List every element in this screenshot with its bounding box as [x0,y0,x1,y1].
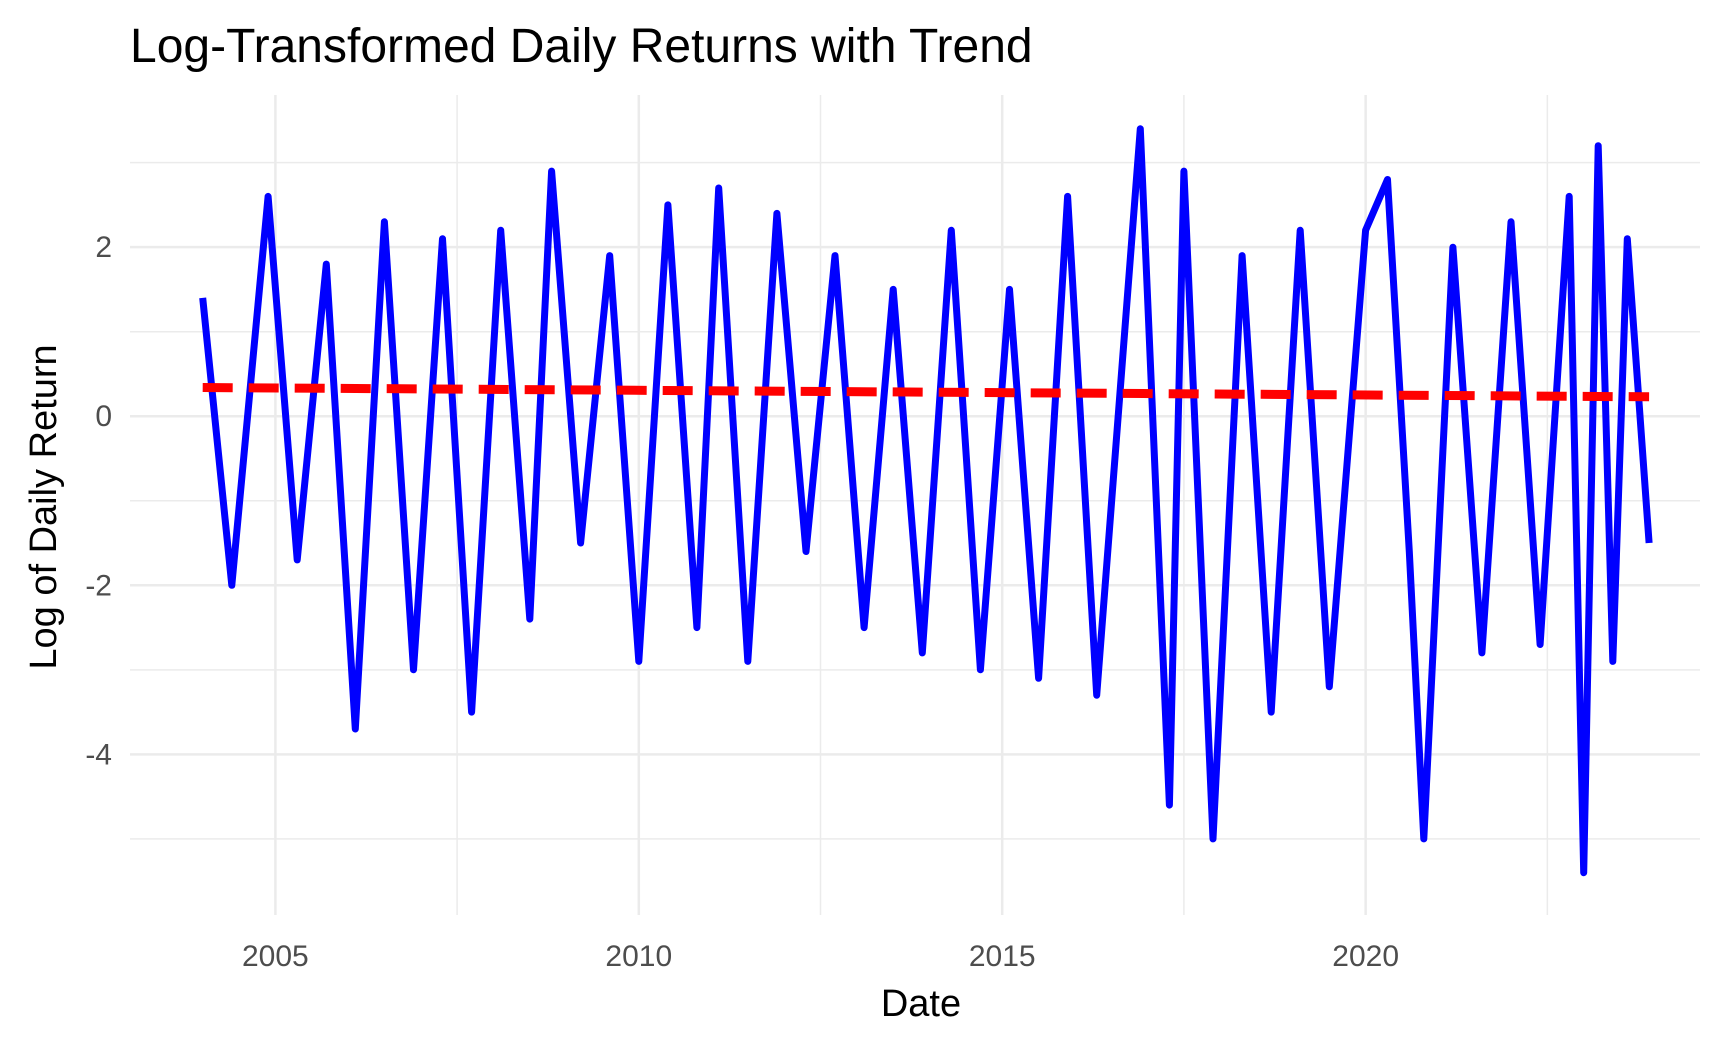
x-tick-label: 2005 [242,940,309,973]
y-tick-label: 2 [95,231,112,264]
x-tick-label: 2010 [605,940,672,973]
x-tick-labels: 2005 2010 2015 2020 [242,940,1399,973]
y-tick-labels: -4 -2 0 2 [85,231,112,771]
y-tick-label: -4 [85,738,112,771]
series-layer [199,125,1653,877]
trend-line [202,383,1650,402]
x-axis-title: Date [881,983,961,1025]
y-tick-label: -2 [85,569,112,602]
chart-title: Log-Transformed Daily Returns with Trend [130,20,1033,73]
y-axis-title: Log of Daily Return [23,344,65,669]
returns-line [199,125,1653,877]
x-tick-label: 2020 [1332,940,1399,973]
x-tick-label: 2015 [969,940,1036,973]
y-tick-label: 0 [95,400,112,433]
